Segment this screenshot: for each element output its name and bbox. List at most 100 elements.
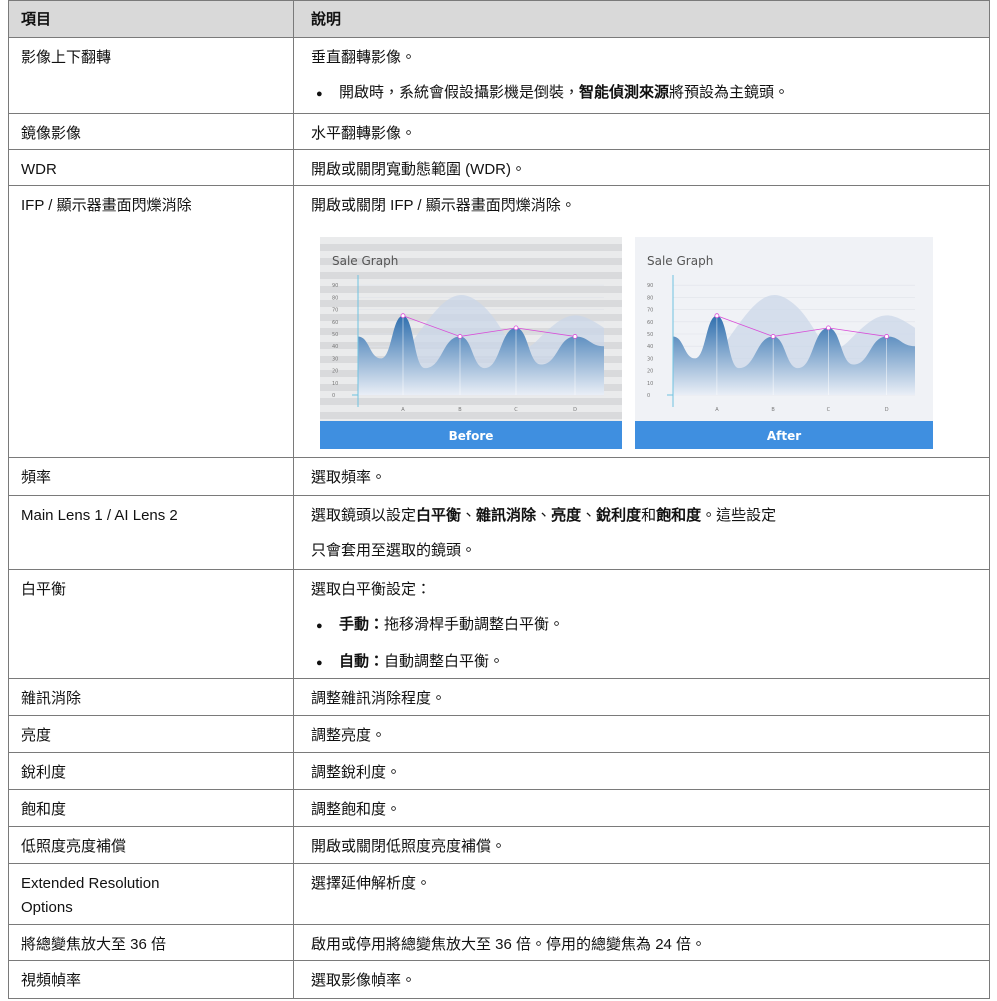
item-cell: Extended Resolution Options: [8, 863, 294, 925]
y-tick-label: 70: [647, 308, 653, 314]
caption: Before: [449, 429, 494, 443]
text: 開啟或關閉低照度亮度補償。: [311, 838, 507, 855]
item-cell: 低照度亮度補償: [8, 826, 294, 864]
y-tick-label: 90: [647, 283, 653, 289]
item-cell: 亮度: [8, 715, 294, 753]
desc-cell: 開啟或關閉低照度亮度補償。: [293, 826, 990, 864]
y-tick-label: 10: [332, 381, 338, 387]
data-point: [884, 334, 890, 339]
desc-line: 選取白平衡設定：: [311, 572, 989, 607]
bold-text: 自動：: [339, 653, 385, 670]
desc-cell: 調整飽和度。: [293, 789, 990, 827]
data-point: [714, 313, 720, 319]
wave: [673, 315, 915, 395]
item-text: IFP / 顯示器畫面閃爍消除: [21, 197, 192, 214]
item-cell: 將總變焦放大至 36 倍: [8, 924, 294, 961]
desc-line: 選取頻率。: [311, 460, 989, 495]
desc-line: 水平翻轉影像。: [311, 116, 989, 151]
item-cell: 影像上下翻轉: [8, 37, 294, 114]
y-tick-label: 60: [647, 320, 653, 326]
x-tick-label: C: [514, 407, 518, 413]
y-tick-label: 60: [332, 320, 338, 326]
text: 選擇延伸解析度。: [311, 875, 432, 892]
desc-line: 選取影像幀率。: [311, 963, 989, 998]
figure-title: Sale Graph: [647, 254, 713, 268]
item-text: 頻率: [21, 469, 52, 486]
y-tick-label: 30: [647, 356, 653, 362]
caption-bar: [635, 421, 933, 449]
text: 水平翻轉影像。: [311, 125, 417, 142]
data-line: [716, 315, 887, 337]
figure-image: Sale Graph 0 10 20 30 40 50 60 70 80 90 A B C D Before: [320, 237, 622, 449]
y-tick-label: 0: [647, 393, 650, 399]
text: 選取頻率。: [311, 469, 387, 486]
text: 垂直翻轉影像。: [311, 49, 417, 66]
caption: After: [767, 429, 801, 443]
item-cell: Main Lens 1 / AI Lens 2: [8, 495, 294, 570]
desc-line: 調整銳利度。: [311, 755, 989, 790]
text: 將預設為主鏡頭。: [669, 84, 790, 101]
y-tick-label: 70: [332, 308, 338, 314]
x-tick-label: B: [458, 407, 462, 413]
header-cell: 說明: [293, 0, 990, 38]
item-line: Options: [21, 899, 73, 916]
stripe: [320, 237, 622, 244]
desc-cell: 選取白平衡設定： ● 手動：拖移滑桿手動調整白平衡。 ● 自動：自動調整白平衡。: [293, 569, 990, 679]
x-tick-label: B: [771, 407, 775, 413]
desc-cell: 開啟或關閉 IFP / 顯示器畫面閃爍消除。 Sale Graph 0 10 20 30 4…: [293, 185, 990, 458]
stripe: [320, 279, 622, 286]
item-text: Main Lens 1 / AI Lens 2: [21, 507, 178, 524]
bold-text: 飽和度: [656, 507, 702, 524]
item-text: WDR: [21, 161, 57, 178]
x-tick-label: C: [827, 407, 831, 413]
item-cell: 雜訊消除: [8, 678, 294, 716]
text: 。這些設定: [701, 507, 777, 524]
desc-line: 選取鏡頭以設定白平衡、雜訊消除、亮度、銳利度和飽和度。這些設定: [311, 498, 989, 533]
stripe: [320, 405, 622, 412]
item-cell: 白平衡: [8, 569, 294, 679]
y-tick-label: 20: [647, 369, 653, 375]
data-point: [513, 325, 519, 331]
y-tick-label: 40: [332, 344, 338, 350]
desc-cell: 水平翻轉影像。: [293, 113, 990, 150]
item-cell: WDR: [8, 149, 294, 186]
stripe: [320, 251, 622, 258]
bold-text: 白平衡: [416, 507, 462, 524]
desc-cell: 選取鏡頭以設定白平衡、雜訊消除、亮度、銳利度和飽和度。這些設定 只會套用至選取的鏡…: [293, 495, 990, 570]
desc-line: 開啟或關閉低照度亮度補償。: [311, 829, 989, 864]
y-tick-label: 40: [647, 344, 653, 350]
desc-cell: 選擇延伸解析度。: [293, 863, 990, 925]
y-tick-label: 20: [332, 369, 338, 375]
item-text: 銳利度: [21, 764, 67, 781]
data-point: [770, 334, 776, 339]
item-cell: 視頻幀率: [8, 960, 294, 999]
text: 拖移滑桿手動調整白平衡。: [384, 616, 565, 633]
x-tick-label: D: [573, 407, 577, 413]
desc-line: 調整雜訊消除程度。: [311, 681, 989, 716]
item-text: 低照度亮度補償: [21, 838, 127, 855]
desc-line: 調整飽和度。: [311, 792, 989, 827]
bullet: ●: [316, 657, 323, 669]
figure-image: Sale Graph 0 10 20 30 40 50 60 70 80 90 A B C D After: [635, 237, 933, 449]
text: 、: [536, 507, 552, 524]
y-tick-label: 0: [332, 393, 335, 399]
text: 選取影像幀率。: [311, 972, 417, 989]
desc-cell: 調整亮度。: [293, 715, 990, 753]
item-text: 將總變焦放大至 36 倍: [21, 936, 167, 953]
y-tick-label: 30: [332, 356, 338, 362]
text: 選取白平衡設定：: [311, 581, 432, 598]
figure-title: Sale Graph: [332, 254, 398, 268]
bold-text: 銳利度: [596, 507, 642, 524]
text: 啟用或停用將總變焦放大至 36 倍。停用的總變焦為 24 倍。: [311, 936, 707, 953]
bold-text: 亮度: [551, 507, 582, 524]
data-point: [400, 313, 406, 319]
desc-cell: 啟用或停用將總變焦放大至 36 倍。停用的總變焦為 24 倍。: [293, 924, 990, 961]
text: 調整銳利度。: [311, 764, 402, 781]
item-text: 飽和度: [21, 801, 67, 818]
desc-cell: 選取影像幀率。: [293, 960, 990, 999]
text: 和: [641, 507, 657, 524]
bullet: ●: [316, 620, 323, 632]
x-tick-label: D: [885, 407, 889, 413]
item-text: 亮度: [21, 727, 52, 744]
